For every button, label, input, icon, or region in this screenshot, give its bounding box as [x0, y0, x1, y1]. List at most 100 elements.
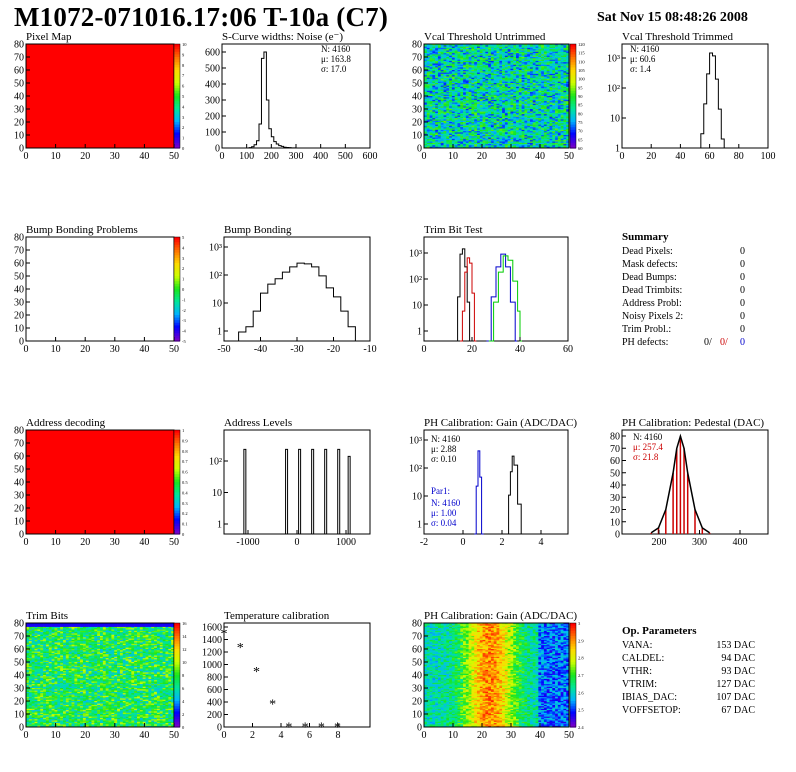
heatmap-cell	[518, 128, 522, 131]
color-scale-step	[174, 328, 180, 332]
heatmap-cell	[435, 102, 439, 105]
heatmap-cell	[482, 46, 486, 49]
heatmap-cell	[518, 105, 522, 107]
heatmap-cell	[557, 141, 561, 144]
heatmap-cell	[513, 135, 517, 137]
heatmap-cell	[502, 73, 506, 76]
heatmap-cell	[524, 57, 528, 59]
heatmap-cell	[426, 114, 430, 116]
heatmap-cell	[468, 90, 472, 93]
heatmap-cell	[465, 76, 469, 79]
heatmap-cell	[543, 47, 547, 50]
color-scale-label: 60	[578, 146, 583, 151]
heatmap-cell	[465, 94, 469, 97]
heatmap-cell	[543, 138, 547, 141]
panel-title: Trim Bits	[26, 610, 68, 622]
heatmap-cell	[482, 68, 486, 71]
heatmap-cell	[541, 62, 545, 64]
heatmap-cell	[513, 92, 517, 94]
heatmap-cell	[457, 85, 461, 88]
heatmap-cell	[429, 110, 433, 112]
heatmap-cell	[529, 75, 534, 77]
heatmap-cell	[529, 114, 534, 116]
heatmap-cell	[468, 118, 472, 120]
heatmap-cell	[516, 133, 520, 136]
heatmap-cell	[499, 89, 503, 92]
heatmap-cell	[40, 626, 44, 629]
heatmap-cell	[560, 122, 564, 124]
heatmap-cell	[535, 116, 539, 119]
heatmap-cell	[493, 127, 497, 129]
heatmap-cell	[429, 50, 433, 53]
heatmap-cell	[566, 97, 570, 99]
heatmap-cell	[529, 137, 534, 140]
heatmap-cell	[552, 47, 556, 50]
heatmap-cell	[432, 119, 436, 121]
heatmap-cell	[496, 84, 500, 86]
heatmap-cell	[518, 51, 522, 54]
heatmap-cell	[538, 47, 542, 50]
heatmap-cell	[504, 92, 508, 94]
heatmap-cell	[479, 92, 483, 94]
color-scale-step	[570, 132, 576, 136]
heatmap-cell	[474, 50, 478, 53]
heatmap-cell	[426, 53, 430, 55]
heatmap-cell	[555, 94, 559, 97]
heatmap-cell	[507, 120, 511, 123]
heatmap-cell	[566, 51, 570, 54]
heatmap-cell	[437, 84, 442, 86]
heatmap-cell	[435, 112, 439, 115]
heatmap-cell	[552, 71, 556, 73]
heatmap-cell	[451, 71, 455, 73]
color-scale-step	[174, 463, 180, 467]
heatmap-cell	[154, 626, 158, 629]
heatmap-cell	[521, 50, 525, 53]
heatmap-cell	[435, 84, 439, 86]
heatmap-cell	[541, 122, 545, 124]
heatmap-cell	[552, 54, 556, 56]
heatmap-cell	[541, 81, 545, 84]
heatmap-cell	[529, 55, 534, 58]
heatmap-cell	[524, 64, 528, 67]
heatmap-cell	[516, 73, 520, 76]
heatmap-cell	[566, 90, 570, 93]
heatmap-cell	[490, 131, 495, 133]
heatmap-cell	[463, 58, 467, 60]
heatmap-cell	[488, 44, 492, 46]
heatmap-cell	[432, 90, 436, 93]
heatmap-cell	[529, 106, 534, 108]
heatmap-cell	[541, 80, 545, 82]
heatmap-cell	[560, 118, 564, 120]
heatmap-cell	[493, 123, 497, 125]
heatmap-cell	[507, 51, 511, 54]
heatmap-cell	[440, 125, 444, 128]
heatmap-cell	[468, 53, 472, 55]
heatmap-cell	[474, 125, 478, 128]
heatmap-cell	[493, 102, 497, 105]
heatmap-cell	[560, 145, 564, 147]
heatmap-cell	[446, 44, 450, 46]
heatmap-cell	[524, 47, 528, 50]
heatmap-cell	[463, 142, 467, 145]
heatmap-cell	[457, 125, 461, 128]
heatmap-cell	[437, 77, 442, 80]
color-scale-label: 0.8	[182, 449, 188, 454]
heatmap-cell	[502, 131, 506, 133]
heatmap-cell	[516, 90, 520, 93]
heatmap-cell	[557, 64, 561, 67]
heatmap-cell	[474, 128, 478, 131]
heatmap-cell	[454, 109, 458, 111]
heatmap-cell	[91, 623, 95, 625]
heatmap-cell	[563, 86, 567, 89]
heatmap-cell	[437, 49, 442, 51]
heatmap-cell	[460, 145, 464, 147]
heatmap-cell	[524, 102, 528, 105]
color-scale-step	[570, 72, 576, 76]
heatmap-cell	[432, 71, 436, 73]
heatmap-cell	[524, 68, 528, 71]
heatmap-cell	[437, 46, 442, 49]
heatmap-cell	[532, 128, 536, 131]
heatmap-cell	[490, 110, 495, 112]
heatmap-cell	[454, 142, 458, 145]
heatmap-cell	[446, 109, 450, 111]
